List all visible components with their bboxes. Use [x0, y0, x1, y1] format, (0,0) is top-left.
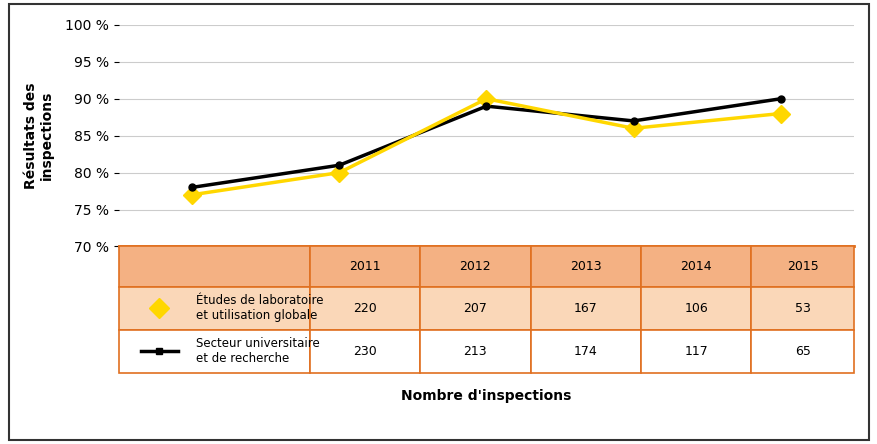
Text: 106: 106: [683, 302, 707, 315]
Bar: [530, 246, 640, 287]
Y-axis label: Résultats des
inspections: Résultats des inspections: [24, 83, 53, 189]
Bar: [118, 246, 310, 287]
Text: 117: 117: [683, 345, 707, 358]
Bar: [420, 246, 530, 287]
Text: Nombre d'inspections: Nombre d'inspections: [401, 389, 571, 403]
Bar: [640, 330, 751, 373]
Bar: [751, 246, 853, 287]
Bar: [751, 330, 853, 373]
Text: 207: 207: [463, 302, 487, 315]
Text: Secteur universitaire
et de recherche: Secteur universitaire et de recherche: [196, 337, 319, 365]
Text: 167: 167: [574, 302, 597, 315]
Bar: [530, 287, 640, 330]
Text: 2011: 2011: [349, 260, 381, 273]
Bar: [310, 330, 420, 373]
Text: 230: 230: [353, 345, 376, 358]
Bar: [751, 287, 853, 330]
Text: 53: 53: [794, 302, 809, 315]
Bar: [420, 330, 530, 373]
Bar: [420, 287, 530, 330]
Text: 213: 213: [463, 345, 487, 358]
Text: 2015: 2015: [786, 260, 817, 273]
Bar: [310, 287, 420, 330]
Bar: [118, 330, 310, 373]
Text: 2013: 2013: [569, 260, 601, 273]
Bar: [118, 287, 310, 330]
Text: 220: 220: [353, 302, 376, 315]
Text: 2014: 2014: [680, 260, 711, 273]
Bar: [640, 246, 751, 287]
Bar: [310, 246, 420, 287]
Bar: [640, 287, 751, 330]
Text: Études de laboratoire
et utilisation globale: Études de laboratoire et utilisation glo…: [196, 294, 323, 322]
Text: 174: 174: [574, 345, 597, 358]
Text: 65: 65: [794, 345, 809, 358]
Bar: [530, 330, 640, 373]
Text: 2012: 2012: [459, 260, 490, 273]
